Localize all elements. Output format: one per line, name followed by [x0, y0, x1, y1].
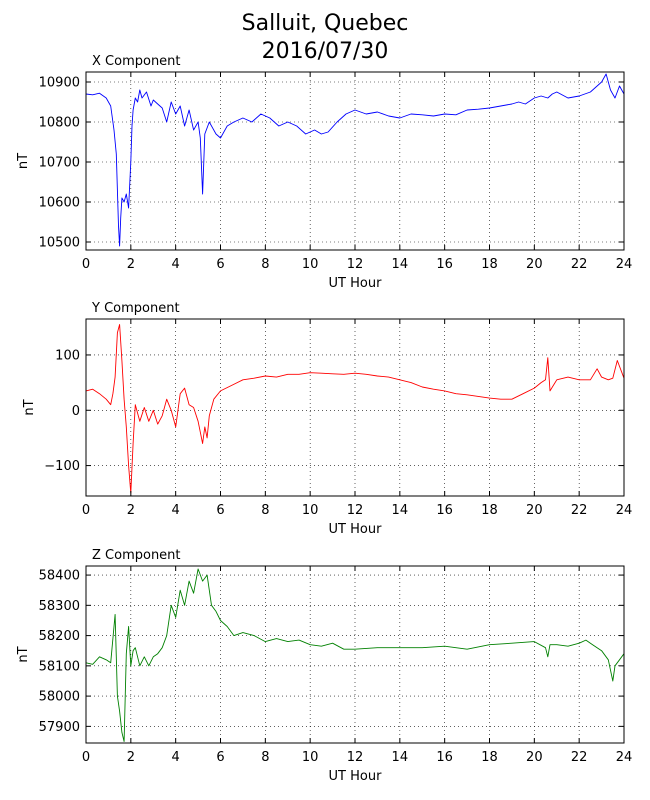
y-axis-label-z: nT	[16, 646, 31, 662]
x-tick-label: 24	[616, 750, 633, 765]
x-tick-label: 18	[481, 750, 498, 765]
x-axis-label-x: UT Hour	[329, 276, 383, 291]
x-tick-label: 24	[616, 257, 633, 272]
x-axis-label-y: UT Hour	[329, 522, 383, 537]
x-tick-label: 16	[436, 257, 453, 272]
x-tick-label: 6	[216, 750, 224, 765]
x-tick-label: 6	[216, 503, 224, 518]
panel-title-z: Z Component	[92, 548, 181, 563]
x-tick-label: 0	[82, 750, 90, 765]
x-tick-label: 18	[481, 257, 498, 272]
x-tick-label: 14	[392, 503, 409, 518]
y-tick-label: −100	[44, 459, 80, 474]
x-tick-label: 12	[347, 750, 364, 765]
y-tick-label: 10900	[39, 76, 80, 91]
x-tick-label: 16	[436, 503, 453, 518]
x-tick-label: 22	[571, 750, 588, 765]
panel-title-x: X Component	[92, 54, 181, 69]
y-axis-label-x: nT	[16, 153, 31, 169]
x-tick-label: 8	[261, 503, 269, 518]
x-tick-label: 2	[127, 750, 135, 765]
x-tick-label: 18	[481, 503, 498, 518]
chart-title-station: Salluit, Quebec	[241, 11, 409, 36]
series-line-z	[85, 568, 625, 742]
x-tick-label: 10	[302, 750, 319, 765]
x-tick-label: 22	[571, 503, 588, 518]
series-line-y	[85, 324, 625, 494]
chart-title-date: 2016/07/30	[261, 39, 389, 64]
x-tick-label: 2	[127, 503, 135, 518]
x-tick-label: 20	[526, 257, 543, 272]
y-tick-label: 58300	[39, 599, 80, 614]
x-axis-label-z: UT Hour	[329, 769, 383, 784]
y-tick-label: 58400	[39, 569, 80, 584]
y-tick-label: 58100	[39, 659, 80, 674]
y-axis-label-y: nT	[22, 399, 37, 415]
x-tick-label: 12	[347, 257, 364, 272]
x-tick-label: 10	[302, 503, 319, 518]
panel-z: 0 2 4 6 8 10 12 14 16 18 20 22 245790058000581005820…	[16, 548, 632, 784]
x-tick-label: 14	[392, 257, 409, 272]
y-tick-label: 10800	[39, 116, 80, 131]
x-tick-label: 6	[216, 257, 224, 272]
x-tick-label: 8	[261, 750, 269, 765]
y-tick-label: 58200	[39, 629, 80, 644]
y-tick-label: 10500	[39, 236, 80, 251]
panel-title-y: Y Component	[91, 301, 180, 316]
x-tick-label: 20	[526, 503, 543, 518]
x-tick-label: 10	[302, 257, 319, 272]
x-tick-label: 0	[82, 503, 90, 518]
y-tick-label: 10600	[39, 196, 80, 211]
series-line-x	[85, 73, 625, 247]
x-tick-label: 20	[526, 750, 543, 765]
x-tick-label: 4	[172, 503, 180, 518]
x-tick-label: 24	[616, 503, 633, 518]
y-tick-label: 58000	[39, 690, 80, 705]
y-tick-label: 0	[72, 404, 80, 419]
y-tick-label: 100	[55, 348, 80, 363]
x-tick-label: 22	[571, 257, 588, 272]
x-tick-label: 14	[392, 750, 409, 765]
x-tick-label: 4	[172, 257, 180, 272]
x-tick-label: 16	[436, 750, 453, 765]
x-tick-label: 4	[172, 750, 180, 765]
y-tick-label: 57900	[39, 720, 80, 735]
x-tick-label: 0	[82, 257, 90, 272]
panel-x: 0 2 4 6 8 10 12 14 16 18 20 22 241050010600107001080…	[16, 54, 632, 291]
x-tick-label: 12	[347, 503, 364, 518]
x-tick-label: 8	[261, 257, 269, 272]
x-tick-label: 2	[127, 257, 135, 272]
y-tick-label: 10700	[39, 156, 80, 171]
